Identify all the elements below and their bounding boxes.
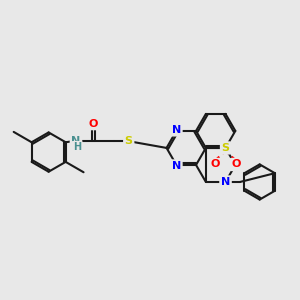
Text: S: S: [125, 136, 133, 146]
Text: O: O: [211, 160, 220, 170]
Text: N: N: [172, 161, 181, 171]
Text: H: H: [73, 142, 81, 152]
Text: O: O: [89, 118, 98, 129]
Text: O: O: [231, 160, 241, 170]
Text: N: N: [71, 136, 81, 146]
Text: S: S: [221, 143, 230, 153]
Text: N: N: [221, 177, 230, 187]
Text: N: N: [172, 125, 181, 135]
